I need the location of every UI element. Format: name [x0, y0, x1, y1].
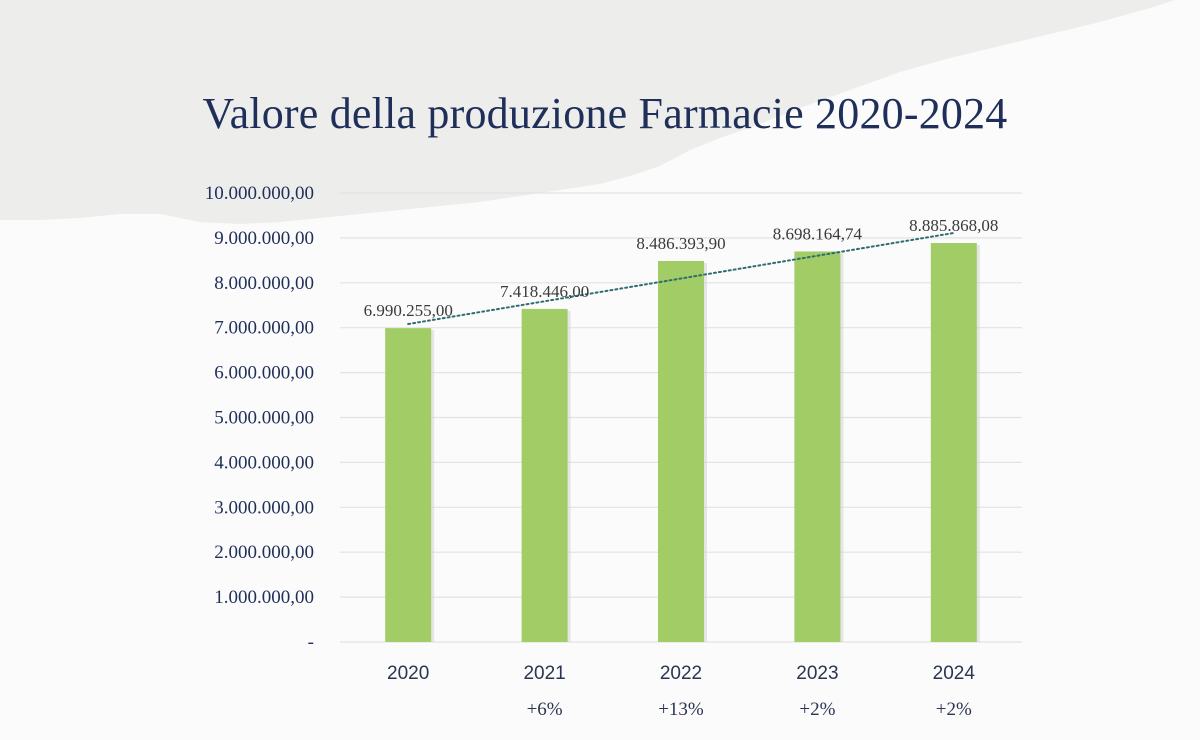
y-tick-label: 1.000.000,00: [214, 587, 314, 608]
x-axis-tick-labels: 2020 2021 2022 2023 2024: [387, 663, 975, 684]
growth-labels: +6% +13% +2% +2%: [527, 699, 972, 720]
y-tick-label: 3.000.000,00: [214, 497, 314, 518]
x-tick-label: 2022: [660, 663, 702, 684]
bar: [521, 308, 568, 642]
y-tick-label: 4.000.000,00: [214, 452, 314, 473]
bar: [930, 243, 977, 642]
growth-label: +2%: [799, 699, 835, 720]
x-tick-label: 2021: [523, 663, 565, 684]
bar: [794, 251, 841, 643]
x-tick-label: 2020: [387, 663, 429, 684]
bar: [658, 260, 704, 642]
growth-label: +2%: [936, 699, 972, 720]
bar: [385, 328, 432, 642]
data-label: 8.698.164,74: [773, 224, 863, 243]
y-tick-label: 5.000.000,00: [214, 408, 314, 429]
y-tick-label: -: [308, 632, 314, 653]
data-labels: 6.990.255,00 7.418.446,00 8.486.393,90 8.69…: [364, 216, 999, 320]
y-tick-label: 8.000.000,00: [214, 273, 314, 294]
trendline: [407, 231, 955, 326]
x-tick-label: 2024: [933, 663, 976, 684]
chart-title: Valore della produzione Farmacie 2020-20…: [202, 89, 1008, 138]
trendline-line: [407, 231, 955, 326]
y-tick-label: 6.000.000,00: [214, 363, 314, 384]
data-label: 6.990.255,00: [364, 301, 453, 320]
bars: [385, 243, 980, 643]
torn-paper-banner: [0, 0, 1175, 224]
data-label: 7.418.446,00: [500, 282, 589, 301]
data-label: 8.885.868,08: [909, 216, 998, 235]
y-axis-tick-labels: - 1.000.000,00 2.000.000,00 3.000.000,00 4.0…: [205, 183, 314, 653]
y-tick-label: 2.000.000,00: [214, 542, 314, 563]
growth-label: +6%: [527, 699, 563, 720]
data-label: 8.486.393,90: [636, 234, 725, 253]
y-tick-label: 9.000.000,00: [214, 228, 314, 249]
y-tick-label: 7.000.000,00: [214, 318, 314, 339]
y-tick-label: 10.000.000,00: [205, 183, 314, 204]
x-tick-label: 2023: [796, 663, 838, 684]
growth-label: +13%: [658, 699, 704, 720]
